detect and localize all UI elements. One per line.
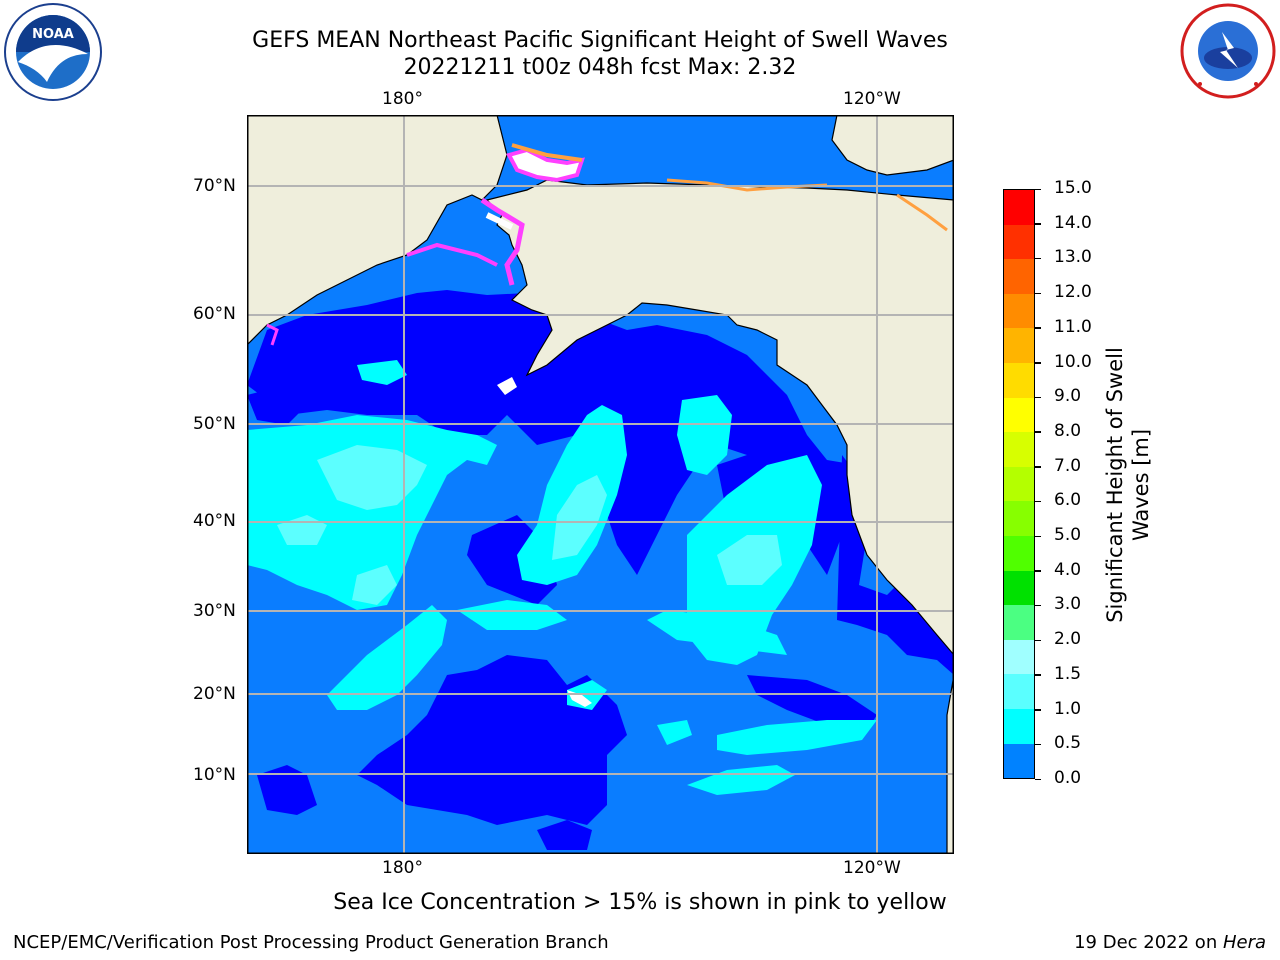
footer-date-text: 19 Dec 2022 on — [1074, 932, 1223, 953]
sea-ice-note: Sea Ice Concentration > 15% is shown in … — [333, 890, 947, 915]
colorbar-tick-mark — [1035, 604, 1041, 607]
map-title: GEFS MEAN Northeast Pacific Significant … — [252, 28, 948, 53]
colorbar-segment — [1004, 224, 1034, 260]
lat-label-10n: 10°N — [193, 765, 236, 785]
colorbar-tick-label: 3.0 — [1054, 594, 1082, 615]
colorbar-tick-label: 10.0 — [1054, 351, 1092, 372]
colorbar-tick-label: 15.0 — [1054, 178, 1092, 198]
colorbar-segment — [1004, 605, 1034, 640]
lat-label-50n: 50°N — [193, 414, 236, 434]
lon-label-top-180: 180° — [382, 89, 423, 109]
colorbar-tick-label: 8.0 — [1054, 420, 1082, 441]
lat-label-30n: 30°N — [193, 601, 236, 621]
colorbar-tick-mark — [1035, 639, 1041, 642]
colorbar-tick-label: 0.0 — [1054, 768, 1082, 788]
colorbar-tick-mark — [1035, 466, 1041, 468]
colorbar-segment — [1004, 743, 1034, 779]
colorbar-tick-mark — [1035, 570, 1041, 572]
colorbar-tick-mark — [1035, 327, 1041, 329]
colorbar-segment — [1004, 570, 1034, 606]
colorbar-tick-label: 12.0 — [1054, 282, 1092, 303]
lon-label-bottom-180: 180° — [382, 858, 423, 878]
colorbar-segment — [1004, 639, 1034, 675]
colorbar-label-line2: Waves [m] — [1129, 428, 1153, 542]
colorbar-segment — [1004, 501, 1034, 536]
colorbar-tick-mark — [1035, 188, 1041, 190]
colorbar-segment — [1004, 708, 1034, 744]
colorbar-segment — [1004, 466, 1034, 502]
colorbar-tick-mark — [1035, 535, 1041, 538]
lon-label-bottom-120w: 120°W — [843, 858, 901, 878]
colorbar-segment — [1004, 328, 1034, 363]
nws-logo — [1180, 3, 1276, 99]
land — [247, 115, 954, 854]
lat-label-60n: 60°N — [193, 304, 236, 324]
higher-swell-regions — [277, 445, 782, 605]
colorbar-tick-mark — [1035, 743, 1041, 746]
colorbar-tick-label: 5.0 — [1054, 525, 1082, 546]
colorbar-tick-mark — [1035, 362, 1041, 364]
lon-label-top-120w: 120°W — [843, 89, 901, 109]
colorbar-tick-mark — [1035, 500, 1041, 503]
colorbar-tick-label: 1.0 — [1054, 698, 1082, 719]
colorbar-label-line1: Significant Height of Swell — [1103, 347, 1127, 623]
colorbar-tick-label: 2.0 — [1054, 629, 1082, 650]
colorbar-segment — [1004, 674, 1034, 709]
graticule — [247, 115, 954, 854]
colorbar-segment — [1004, 190, 1034, 225]
colorbar-tick-label: 0.5 — [1054, 733, 1082, 754]
colorbar-segment — [1004, 535, 1034, 571]
colorbar-tick-mark — [1035, 431, 1041, 433]
lat-label-40n: 40°N — [193, 511, 236, 531]
colorbar-tick-mark — [1035, 778, 1041, 780]
colorbar-tick-mark — [1035, 396, 1041, 399]
colorbar-segment — [1004, 362, 1034, 398]
colorbar-tick-mark — [1035, 257, 1041, 260]
footer-branch: NCEP/EMC/Verification Post Processing Pr… — [13, 932, 609, 953]
map-subtitle: 20221211 t00z 048h fcst Max: 2.32 — [403, 55, 797, 80]
colorbar-tick-label: 14.0 — [1054, 212, 1092, 233]
colorbar-tick-mark — [1035, 223, 1041, 225]
colorbar-segment — [1004, 293, 1034, 329]
colorbar-segment — [1004, 397, 1034, 433]
colorbar-tick-mark — [1035, 292, 1041, 295]
colorbar-tick-label: 9.0 — [1054, 386, 1082, 407]
colorbar-tick-label: 1.5 — [1054, 663, 1082, 684]
noaa-logo: NOAA — [4, 3, 102, 101]
svg-text:NOAA: NOAA — [32, 27, 74, 42]
colorbar-tick-mark — [1035, 709, 1041, 711]
colorbar-segment — [1004, 259, 1034, 294]
footer-date: 19 Dec 2022 on Hera — [1074, 932, 1266, 953]
lat-label-20n: 20°N — [193, 684, 236, 704]
colorbar-tick-mark — [1035, 674, 1041, 676]
colorbar-tick-label: 7.0 — [1054, 455, 1082, 476]
colorbar-tick-label: 13.0 — [1054, 247, 1092, 268]
colorbar-tick-label: 6.0 — [1054, 490, 1082, 511]
footer-host: Hera — [1222, 932, 1266, 953]
colorbar-segment — [1004, 432, 1034, 467]
lat-label-70n: 70°N — [193, 176, 236, 196]
colorbar-tick-label: 4.0 — [1054, 559, 1082, 580]
colorbar — [1003, 189, 1035, 779]
wave-height-map — [247, 115, 954, 854]
colorbar-tick-label: 11.0 — [1054, 316, 1092, 337]
